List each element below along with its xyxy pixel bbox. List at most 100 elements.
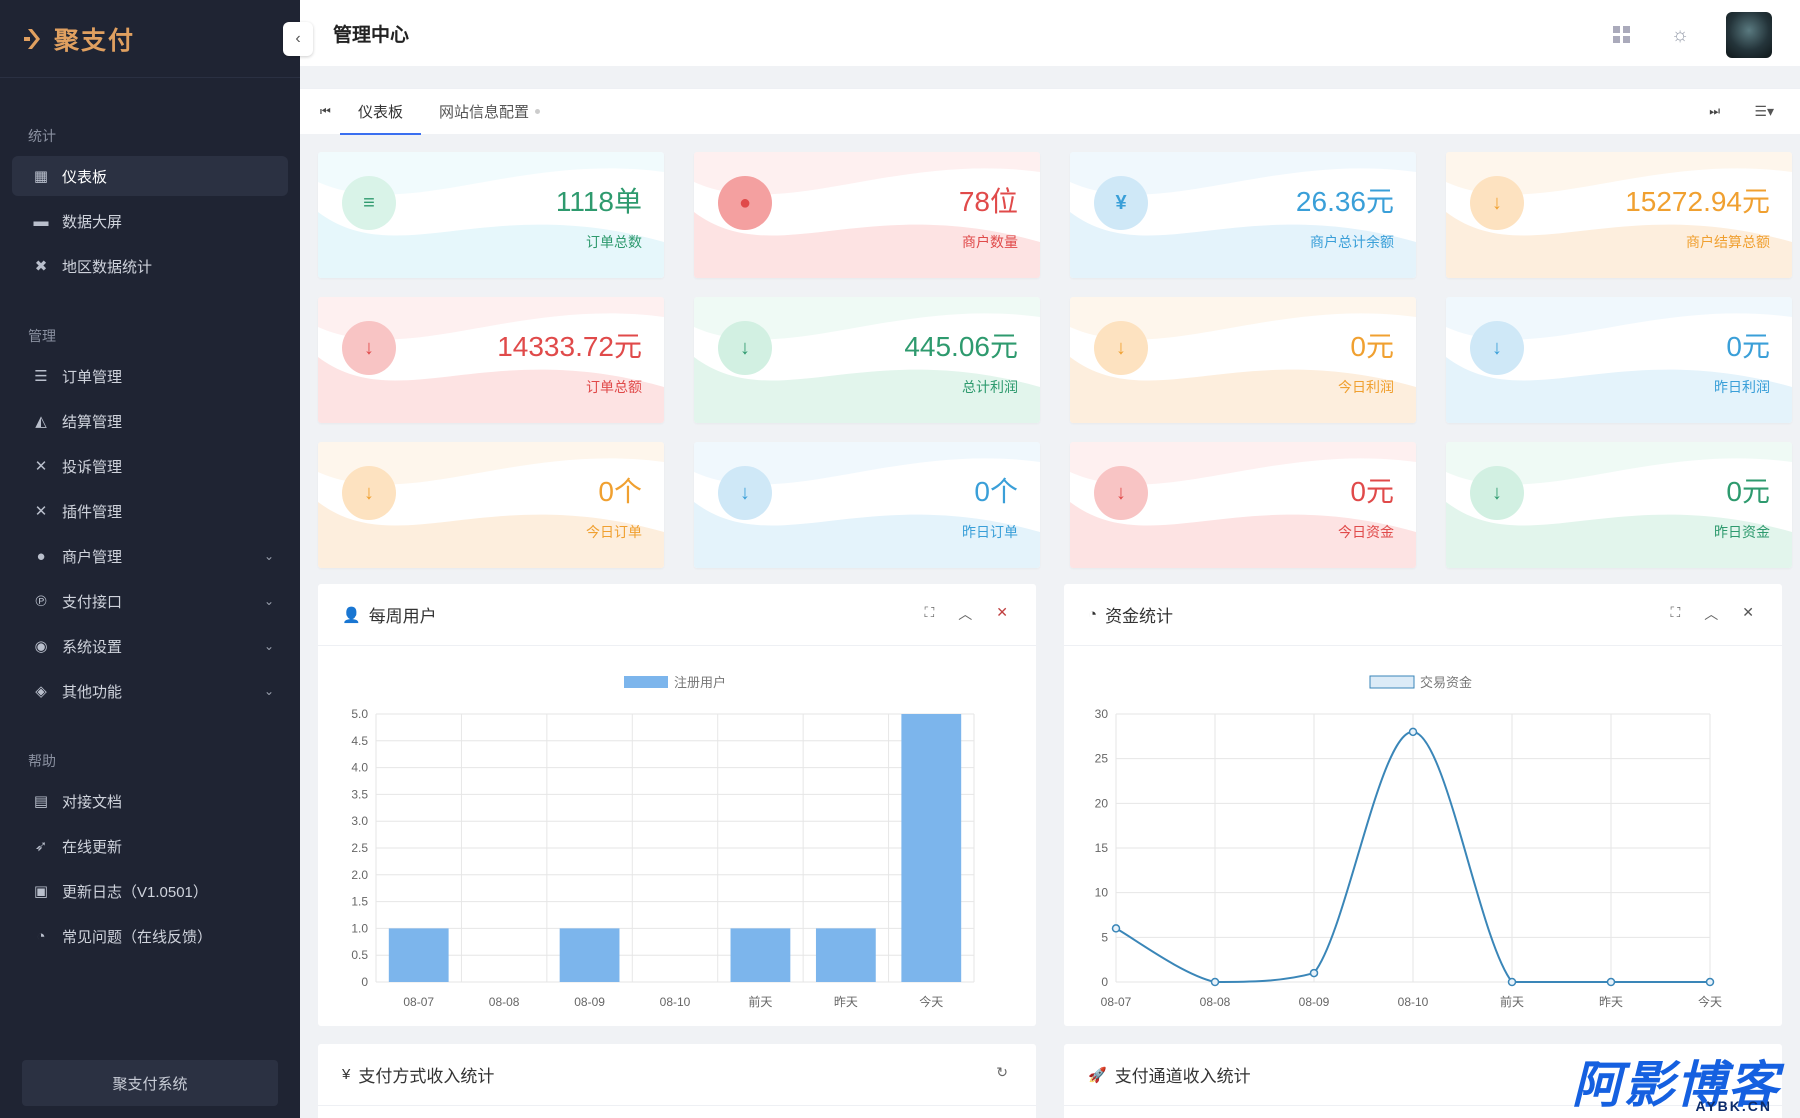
y-tick-label: 4.0 xyxy=(351,761,368,775)
card-wave-background xyxy=(318,152,664,278)
stat-card: ↓ 0元 今日资金 xyxy=(1070,442,1416,568)
avatar[interactable] xyxy=(1726,12,1772,58)
arrow-down-icon: ↓ xyxy=(1094,321,1148,375)
x-tick-label: 昨天 xyxy=(1599,995,1623,1009)
bar xyxy=(815,928,876,982)
logo-icon xyxy=(24,28,40,49)
sidebar-item-label: 商户管理 xyxy=(62,548,123,566)
panel-tools: ⛶ ︿ ✕ xyxy=(1670,604,1754,624)
card-wave-background xyxy=(1070,152,1416,278)
sidebar-item-label: 插件管理 xyxy=(62,503,123,521)
tab-menu-icon[interactable]: ☰▾ xyxy=(1754,103,1774,119)
tab-scroll-right-icon[interactable]: ⏭ xyxy=(1709,104,1720,118)
apps-grid-icon[interactable] xyxy=(1610,23,1634,47)
close-icon[interactable]: ✕ xyxy=(1742,604,1754,620)
sidebar-item[interactable]: ◈ 其他功能 ⌄ xyxy=(12,671,288,711)
y-tick-label: 5 xyxy=(1101,930,1108,944)
panel-title: 资金统计 xyxy=(1105,607,1174,626)
stat-label: 总计利润 xyxy=(962,379,1018,395)
sidebar-item[interactable]: ▦ 仪表板 xyxy=(12,156,288,196)
sidebar-item[interactable]: ℗ 支付接口 ⌄ xyxy=(12,581,288,621)
sidebar-item[interactable]: ➶ 在线更新 xyxy=(12,826,288,866)
bar xyxy=(901,714,962,982)
sidebar-collapse-button[interactable]: ‹ xyxy=(283,22,313,56)
collapse-up-icon[interactable]: ︿ xyxy=(958,606,973,622)
data-point xyxy=(1507,977,1517,987)
sidebar-item[interactable]: ☰ 订单管理 xyxy=(12,356,288,396)
refresh-icon[interactable]: ↻ xyxy=(996,1064,1008,1080)
arrow-down-icon: ↓ xyxy=(342,466,396,520)
nav-group-title: 管理 xyxy=(28,328,56,344)
stat-label: 订单总额 xyxy=(586,379,642,395)
x-tick-label: 08-07 xyxy=(403,995,434,1009)
list-icon: ≡ xyxy=(342,176,396,230)
chevron-down-icon: ⌄ xyxy=(263,684,274,698)
y-tick-label: 0 xyxy=(1101,975,1108,989)
funds-panel: ◔ 资金统计 ⛶ ︿ ✕ 0 5 10 15 20 25 30 08-07 08-08 08-09… xyxy=(1064,584,1782,1026)
x-tick-label: 08-08 xyxy=(489,995,520,1009)
doc-icon: ▤ xyxy=(33,793,49,810)
tab-site-config[interactable]: 网站信息配置 xyxy=(421,89,558,135)
dashboard-icon: ▦ xyxy=(33,168,49,185)
fullscreen-icon[interactable]: ⛶ xyxy=(1670,604,1681,620)
card-wave-background xyxy=(318,297,664,423)
triangle-icon: ◭ xyxy=(35,413,47,430)
pie-chart-icon: ◔ xyxy=(1088,606,1098,623)
y-tick-label: 2.0 xyxy=(351,868,368,882)
stat-card: ≡ 1118单 订单总数 xyxy=(318,152,664,278)
arrow-down-icon: ↓ xyxy=(1470,466,1524,520)
sidebar-item[interactable]: ✕ 投诉管理 xyxy=(12,446,288,486)
sidebar-item-label: 投诉管理 xyxy=(62,458,123,476)
bar xyxy=(388,928,449,982)
sidebar-item[interactable]: ▤ 对接文档 xyxy=(12,781,288,821)
tab-dashboard[interactable]: 仪表板 xyxy=(340,89,422,135)
panel-tools: ⛶ ︿ ✕ xyxy=(924,604,1008,624)
stat-card: ↓ 445.06元 总计利润 xyxy=(694,297,1040,423)
sidebar-item[interactable]: ◔ 常见问题（在线反馈） xyxy=(12,916,288,956)
data-point xyxy=(1111,924,1121,933)
sidebar-item[interactable]: ✕ 插件管理 xyxy=(12,491,288,531)
x-tick-label: 08-09 xyxy=(574,995,605,1009)
tab-scroll-left-icon[interactable]: ⏮ xyxy=(320,104,331,118)
sidebar-item[interactable]: ▣ 更新日志（V1.0501） xyxy=(12,871,288,911)
stat-label: 今日资金 xyxy=(1338,524,1394,540)
stat-value: 0元 xyxy=(1726,331,1770,362)
collapse-up-icon[interactable]: ︿ xyxy=(1704,606,1719,622)
y-tick-label: 3.0 xyxy=(351,814,368,828)
y-tick-label: 4.5 xyxy=(351,734,368,748)
sidebar-item-label: 系统设置 xyxy=(62,638,123,656)
close-icon[interactable]: ✕ xyxy=(996,604,1008,620)
rocket-icon: 🚀 xyxy=(1088,1066,1107,1084)
stat-label: 商户结算总额 xyxy=(1686,234,1770,250)
stat-card: ↓ 0元 今日利润 xyxy=(1070,297,1416,423)
panel-header: 👤 每周用户 ⛶ ︿ ✕ xyxy=(318,584,1036,646)
sidebar-item[interactable]: ✖ 地区数据统计 xyxy=(12,246,288,286)
sidebar-item[interactable]: ● 商户管理 ⌄ xyxy=(12,536,288,576)
rocket-icon: ➶ xyxy=(34,838,48,855)
stat-card: ↓ 15272.94元 商户结算总额 xyxy=(1446,152,1792,278)
sidebar-item-label: 更新日志（V1.0501） xyxy=(62,883,208,901)
nav-group-title: 统计 xyxy=(28,128,56,144)
card-wave-background xyxy=(318,442,664,568)
stat-value: 0个 xyxy=(974,476,1018,507)
sidebar-item[interactable]: ◉ 系统设置 ⌄ xyxy=(12,626,288,666)
brand-logo[interactable]: 聚支付 xyxy=(0,0,300,78)
x-tick-label: 前天 xyxy=(1500,994,1524,1009)
x-tick-label: 前天 xyxy=(748,994,772,1009)
watermark-logo: 阿影博客 xyxy=(1572,1057,1780,1113)
stat-card: ↓ 0个 昨日订单 xyxy=(694,442,1040,568)
stat-label: 昨日资金 xyxy=(1714,524,1770,540)
sidebar-item-label: 地区数据统计 xyxy=(62,258,153,276)
theme-sun-icon[interactable]: ☼ xyxy=(1670,23,1690,46)
tab-close-dot-icon[interactable] xyxy=(535,109,541,114)
stat-card: ↓ 0个 今日订单 xyxy=(318,442,664,568)
fullscreen-icon[interactable]: ⛶ xyxy=(924,604,935,620)
sidebar-item[interactable]: ▬ 数据大屏 xyxy=(12,201,288,241)
data-point xyxy=(1309,968,1319,978)
sidebar-item[interactable]: ◭ 结算管理 xyxy=(12,401,288,441)
stat-value: 0元 xyxy=(1350,331,1394,362)
stat-card: ¥ 26.36元 商户总计余额 xyxy=(1070,152,1416,278)
card-wave-background xyxy=(1070,297,1416,423)
arrow-down-icon: ↓ xyxy=(342,321,396,375)
user-icon: ● xyxy=(36,547,46,565)
